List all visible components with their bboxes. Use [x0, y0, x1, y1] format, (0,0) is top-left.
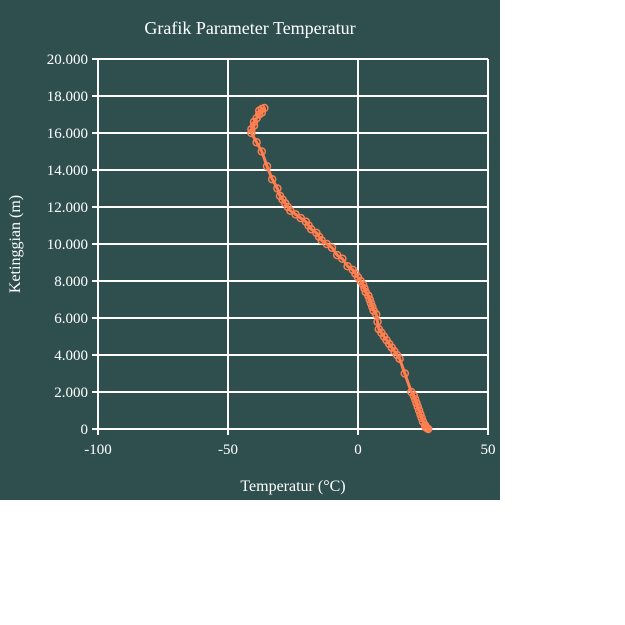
data-point [267, 175, 277, 184]
x-tick-label: -50 [218, 442, 238, 458]
y-tick-label: 4.000 [54, 348, 88, 364]
data-point [418, 417, 428, 426]
y-tick-label: 20.000 [47, 52, 88, 68]
y-tick-label: 16.000 [47, 126, 88, 142]
data-point [413, 402, 423, 412]
y-tick-label: 8.000 [54, 274, 88, 290]
y-tick-label: 12.000 [47, 200, 88, 216]
data-point [365, 295, 374, 304]
x-tick-label: 0 [354, 442, 362, 458]
data-point [412, 398, 421, 408]
data-point [343, 261, 352, 271]
data-point [249, 121, 259, 130]
data-point [414, 406, 424, 415]
data-point [369, 306, 378, 315]
y-tick-label: 0 [81, 422, 89, 438]
data-point [332, 250, 342, 260]
x-tick-label: 50 [481, 442, 496, 458]
grid [92, 58, 489, 435]
data-point [416, 409, 425, 419]
x-axis-label: Temperatur (°C) [240, 478, 345, 495]
data-point [262, 162, 272, 171]
data-point [400, 369, 410, 378]
data-point [417, 413, 426, 423]
y-tick-label: 6.000 [54, 311, 88, 327]
series-layer [247, 103, 433, 434]
y-tick-label: 2.000 [54, 385, 88, 401]
series-line [249, 106, 430, 431]
data-point [407, 387, 416, 397]
chart-title: Grafik Parameter Temperatur [144, 18, 355, 38]
tick-labels: -100 -50 0 50 0 2.000 4.000 6.000 8.000 10.000 12.… [47, 52, 496, 458]
data-point [361, 287, 371, 297]
y-tick-label: 14.000 [47, 163, 88, 179]
data-point [252, 138, 261, 147]
chart-svg: Grafik Parameter Temperatur -100 -50 0 50 0 2… [7, 18, 496, 495]
data-point [273, 184, 282, 193]
x-tick-label: -100 [84, 442, 112, 458]
data-point [260, 103, 269, 113]
data-point [275, 191, 285, 201]
data-point [410, 395, 420, 404]
y-axis-label: Ketinggian (m) [7, 195, 24, 293]
data-point [366, 298, 376, 308]
data-point [247, 128, 256, 138]
y-tick-label: 10.000 [47, 237, 88, 253]
y-tick-label: 18.000 [47, 89, 88, 105]
chart-panel: Grafik Parameter Temperatur -100 -50 0 50 0 2… [0, 0, 500, 500]
data-point [257, 147, 267, 156]
data-point [360, 284, 369, 293]
data-point [368, 302, 377, 312]
